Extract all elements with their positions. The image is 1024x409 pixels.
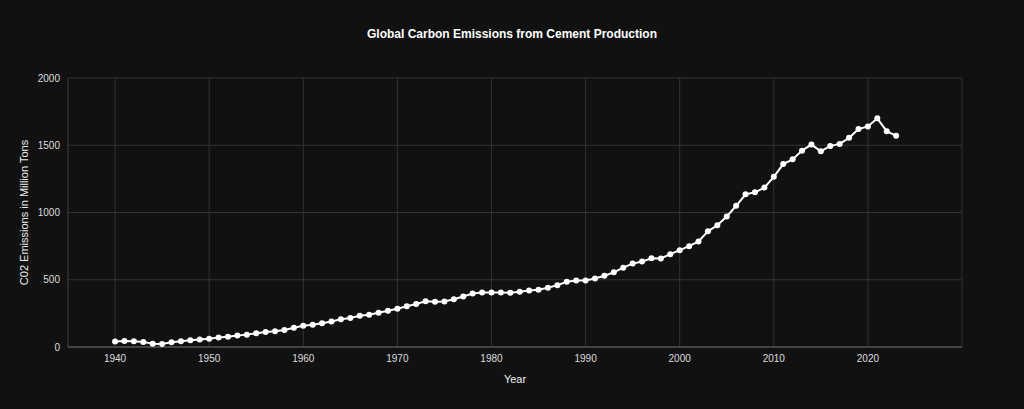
svg-text:1950: 1950 <box>198 353 221 364</box>
svg-text:Year: Year <box>504 373 527 385</box>
svg-text:1990: 1990 <box>574 353 597 364</box>
svg-text:0: 0 <box>54 342 60 353</box>
svg-text:2000: 2000 <box>38 73 61 84</box>
svg-text:2020: 2020 <box>857 353 880 364</box>
svg-text:1970: 1970 <box>386 353 409 364</box>
svg-text:2010: 2010 <box>763 353 786 364</box>
svg-text:1980: 1980 <box>480 353 503 364</box>
svg-text:1960: 1960 <box>292 353 315 364</box>
svg-text:500: 500 <box>43 274 60 285</box>
svg-text:C02 Emissions in Million Tons: C02 Emissions in Million Tons <box>18 139 30 285</box>
svg-text:1940: 1940 <box>104 353 127 364</box>
svg-text:2000: 2000 <box>669 353 692 364</box>
html-text:Global Carbon Emissions from C: Global Carbon Emissions from Cement Prod… <box>367 27 657 41</box>
svg-text:1500: 1500 <box>38 140 61 151</box>
svg-text:1000: 1000 <box>38 207 61 218</box>
